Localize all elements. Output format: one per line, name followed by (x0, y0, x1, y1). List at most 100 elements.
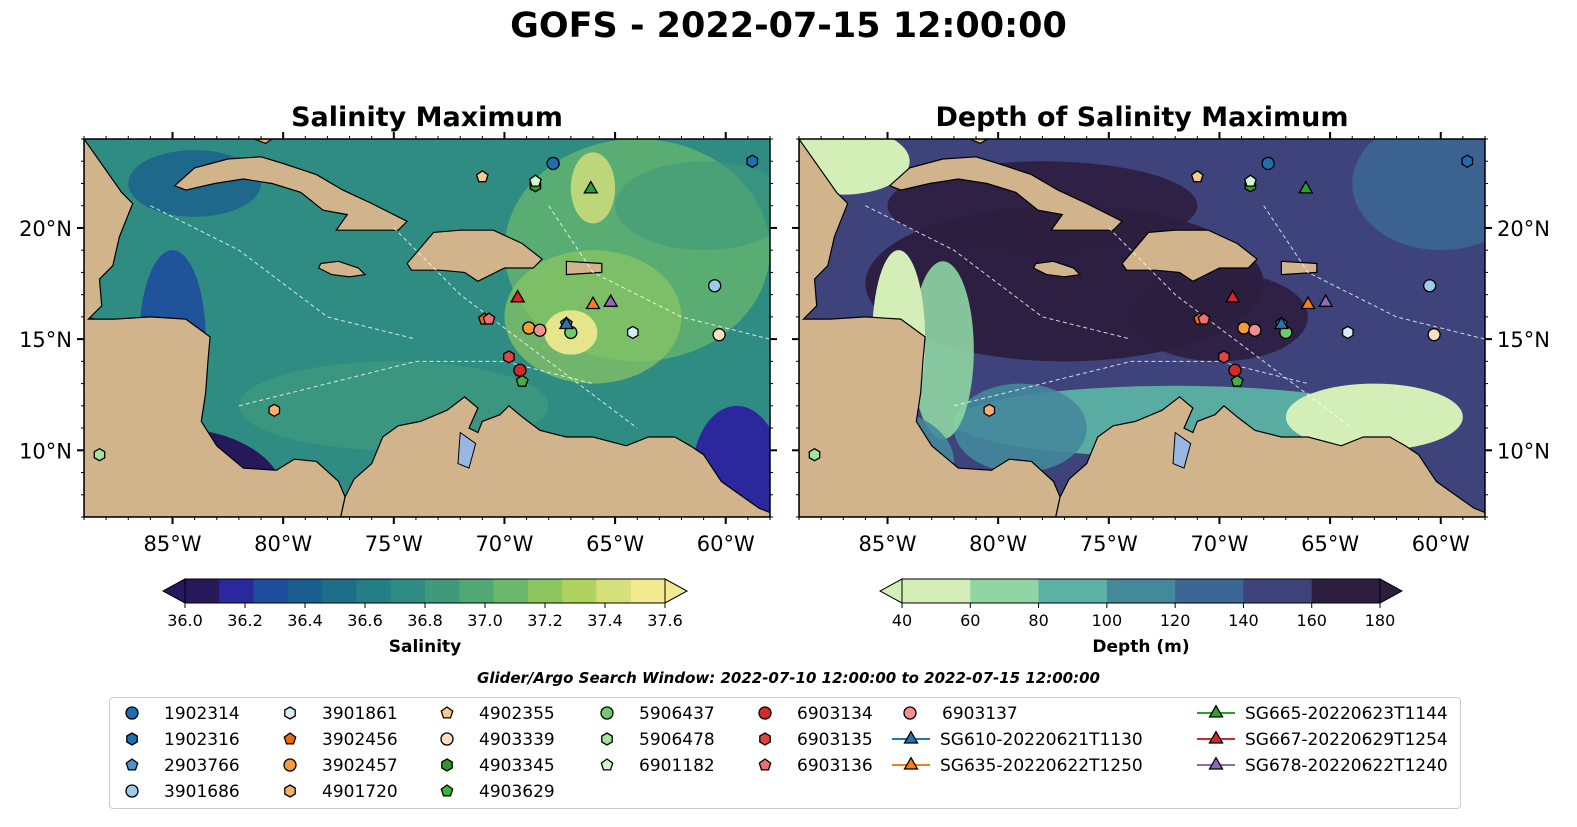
marker-6901182 (1243, 174, 1257, 187)
marker-SG678-20220622T1240 (1318, 293, 1334, 307)
legend-marker-4903345 (441, 758, 453, 772)
marker-4902355 (1190, 169, 1204, 183)
colorbar-tick-label: 140 (1228, 611, 1259, 630)
high-salinity-region (504, 250, 682, 384)
colorbar-segment (902, 579, 971, 603)
colorbar-tick-label: 37.6 (647, 611, 683, 630)
legend-label: SG667-20220629T1254 (1245, 730, 1448, 750)
depth-of-salinity-maximum-map: 85°W 80°W 75°W 70°W 65°W 60°W 20°N 15°N 10°N (792, 132, 1550, 556)
colorbar-segment (356, 579, 392, 603)
marker-5906478 (808, 447, 821, 462)
marker-SG610-20220621T1130 (1273, 316, 1290, 330)
legend-label: 3901861 (322, 704, 398, 724)
legend-label: 3902456 (322, 730, 398, 750)
legend-label: 6901182 (639, 756, 715, 776)
legend-marker-3902457 (283, 758, 297, 772)
marker-SG635-20220622T1250 (585, 295, 601, 310)
mid-depth-region (1352, 139, 1485, 251)
lake-maracaibo (457, 431, 477, 469)
legend-label: 4902355 (479, 704, 555, 724)
marker-6903136 (1197, 312, 1211, 325)
eez-boundary (953, 360, 1309, 407)
marker-SG665-20220623T1144 (1298, 180, 1314, 194)
marker-1902314 (546, 156, 560, 171)
marker-3901686 (708, 279, 722, 293)
legend-marker-4902355 (440, 706, 454, 719)
x-tick-label: 75°W (365, 532, 423, 556)
x-tick-label: 80°W (254, 532, 312, 556)
eez-boundary (865, 205, 1132, 340)
lake-maracaibo (1172, 431, 1192, 469)
colorbar-extend-max (1379, 578, 1404, 604)
marker-4903339 (712, 328, 726, 342)
colorbar-segment (287, 579, 323, 603)
colorbar-tick-label: 60 (960, 611, 980, 630)
figure-title: GOFS - 2022-07-15 12:00:00 (510, 6, 1067, 46)
colorbar-tick-label: 36.4 (287, 611, 323, 630)
colorbar-segment (459, 579, 495, 603)
marker-4902355 (475, 169, 489, 183)
land-mass (254, 139, 274, 145)
x-tick-label: 80°W (969, 532, 1027, 556)
x-tick-label: 75°W (1080, 532, 1138, 556)
y-tick-label: 15°N (19, 328, 72, 352)
legend-label: 6903134 (797, 704, 873, 724)
x-tick-label: 60°W (1412, 532, 1470, 556)
depth-colorbar: 40 60 80 100 120 140 160 180 Depth (m) (878, 578, 1404, 657)
colorbar-segment (390, 579, 426, 603)
legend-marker-5906437 (600, 706, 614, 720)
marker-3901861 (626, 325, 639, 340)
colorbar-segment (1038, 579, 1108, 603)
legend-marker-SG665-20220623T1144 (1208, 704, 1224, 718)
y-tick-label: 10°N (19, 439, 72, 463)
legend-marker-3901861 (284, 706, 296, 720)
colorbar-segment (1175, 579, 1244, 603)
legend-label: 1902316 (164, 730, 240, 750)
colorbar-segment (425, 579, 460, 603)
marker-6903134 (1228, 363, 1242, 377)
marker-1902316 (1461, 154, 1474, 168)
legend-marker-5906478 (601, 732, 613, 746)
marker-SG667-20220629T1254 (510, 289, 526, 303)
land-mass (799, 139, 1061, 517)
y-tick-label: 20°N (19, 217, 72, 241)
colorbar-tick-label: 36.6 (347, 611, 383, 630)
y-tick-label: 10°N (1497, 439, 1550, 463)
y-tick-label: 15°N (1497, 328, 1550, 352)
legend: 1902314 1902316 2903766 3901686 3901861 39024… (109, 697, 1461, 809)
colorbar-tick-label: 120 (1160, 611, 1191, 630)
colorbar-tick-label: 36.8 (407, 611, 443, 630)
legend-label: 4903339 (479, 730, 555, 750)
salinity-maximum-map: 85°W 80°W 75°W 70°W 65°W 60°W 20°N 15°N 10°N (19, 132, 777, 556)
colorbar-segment (527, 579, 563, 603)
legend-marker-6903136 (758, 758, 772, 771)
colorbar-tick-label: 36.2 (227, 611, 263, 630)
colorbar-segment (596, 579, 632, 603)
marker-6903135 (503, 350, 515, 364)
legend-label: 4901720 (322, 782, 398, 802)
y-tick-label: 20°N (1497, 217, 1550, 241)
shallow-max-region (1285, 383, 1463, 451)
marker-4901720 (983, 403, 996, 418)
map-frame (798, 138, 1486, 518)
eez-boundary (393, 227, 638, 429)
marker-4903629 (1230, 374, 1244, 387)
colorbar-tick-label: 160 (1296, 611, 1327, 630)
marker-1902316 (746, 154, 759, 168)
colorbar-segment (493, 579, 529, 603)
salinity-colorbar: 36.0 36.2 36.4 36.6 36.8 37.0 37.2 37.4 37.6 Sali… (161, 578, 689, 657)
colorbar-segment (630, 579, 666, 603)
legend-label: 2903766 (164, 756, 240, 776)
colorbar-segment (185, 579, 220, 603)
legend-label: 3902457 (322, 756, 398, 776)
marker-5906478 (93, 447, 106, 462)
legend-label: SG635-20220622T1250 (940, 756, 1143, 776)
colorbar-label: Depth (m) (1092, 637, 1189, 657)
marker-3901686 (1423, 279, 1437, 293)
legend-marker-6903137 (903, 706, 917, 720)
map-frame (83, 138, 771, 518)
legend-label: 6903135 (797, 730, 873, 750)
colorbar-segment (1106, 579, 1176, 603)
marker-1902314 (1261, 156, 1275, 171)
legend-label: 6903137 (942, 704, 1018, 724)
